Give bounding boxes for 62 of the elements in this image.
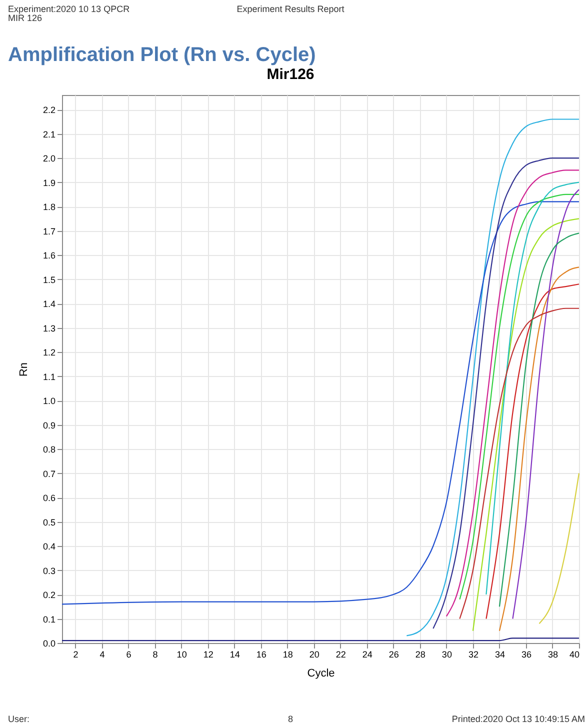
x-tick-label: 8 bbox=[152, 650, 158, 660]
x-tick-label: 24 bbox=[362, 650, 372, 660]
x-tick-label: 22 bbox=[336, 650, 346, 660]
line-series bbox=[486, 284, 580, 620]
y-tick-label: 0.5 bbox=[42, 517, 56, 528]
text: Printed:2020 Oct 13 10:49:15 AM bbox=[452, 714, 585, 724]
x-tick-label: 30 bbox=[442, 650, 452, 660]
text: User: bbox=[8, 714, 30, 724]
x-axis-title: Cycle bbox=[307, 668, 335, 680]
chart-title: Amplification Plot (Rn vs. Cycle) bbox=[8, 44, 316, 66]
x-tick-label: 12 bbox=[203, 650, 214, 660]
line-series bbox=[459, 194, 580, 600]
line-series bbox=[61, 201, 580, 605]
y-tick-label: 0.1 bbox=[42, 614, 56, 624]
y-tick-label: 0.8 bbox=[42, 444, 56, 455]
x-tick-label: 16 bbox=[256, 650, 266, 660]
x-tick-label: 20 bbox=[309, 650, 320, 660]
x-tick-label: 34 bbox=[494, 650, 505, 660]
line-series bbox=[472, 218, 580, 632]
x-tick-label: 28 bbox=[415, 650, 426, 660]
chart-subtitle: Mir126 bbox=[266, 66, 314, 83]
y-tick-label: 1.5 bbox=[42, 274, 56, 285]
y-axis-title: Rn bbox=[18, 362, 30, 377]
x-tick-label: 10 bbox=[176, 650, 187, 660]
line-series bbox=[512, 189, 580, 620]
line-series bbox=[459, 308, 580, 620]
x-tick-label: 2 bbox=[73, 650, 78, 660]
y-tick-label: 2.0 bbox=[42, 154, 56, 164]
x-tick-label: 18 bbox=[282, 650, 293, 660]
x-tick-label: 32 bbox=[468, 650, 478, 660]
y-tick-label: 1.7 bbox=[42, 226, 56, 236]
y-tick-label: 1.4 bbox=[42, 299, 56, 310]
x-tick-label: 6 bbox=[126, 650, 132, 660]
y-tick-label: 1.8 bbox=[42, 202, 56, 212]
line-series bbox=[538, 472, 580, 624]
text: Experiment Results Report bbox=[236, 4, 345, 14]
x-tick-label: 4 bbox=[100, 650, 105, 660]
y-tick-label: 0.0 bbox=[42, 638, 56, 648]
x-tick-label: 38 bbox=[548, 650, 558, 660]
y-tick-label: 1.1 bbox=[42, 372, 56, 382]
y-tick-label: 0.6 bbox=[42, 493, 56, 504]
y-tick-label: 0.3 bbox=[42, 566, 56, 576]
y-tick-label: 0.4 bbox=[42, 542, 56, 552]
y-tick-label: 0.2 bbox=[42, 590, 56, 600]
y-tick-label: 0.7 bbox=[42, 468, 56, 479]
y-tick-label: 1.2 bbox=[42, 348, 56, 358]
text: 8 bbox=[288, 714, 294, 724]
y-tick-label: 1.3 bbox=[42, 323, 56, 334]
x-tick-label: 40 bbox=[569, 650, 580, 660]
y-tick-label: 1.9 bbox=[42, 178, 56, 188]
x-tick-label: 14 bbox=[230, 650, 240, 660]
y-tick-label: 1.6 bbox=[42, 250, 56, 261]
y-tick-label: 0.9 bbox=[42, 420, 56, 430]
x-tick-label: 36 bbox=[521, 650, 532, 660]
x-tick-label: 26 bbox=[388, 650, 399, 660]
y-tick-label: 2.2 bbox=[42, 105, 56, 116]
text: Experiment:2020 10 13 QPCR bbox=[8, 4, 130, 14]
y-tick-label: 2.1 bbox=[42, 129, 56, 140]
line-series bbox=[486, 182, 580, 596]
text: MIR 126 bbox=[8, 13, 42, 23]
line-series bbox=[406, 118, 580, 636]
y-tick-label: 1.0 bbox=[42, 396, 56, 406]
